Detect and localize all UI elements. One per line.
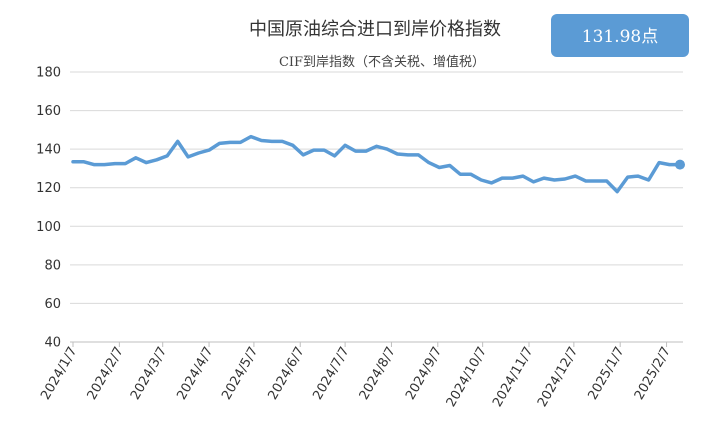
y-tick-label: 100 bbox=[36, 220, 61, 235]
badge-text: 131.98点 bbox=[582, 27, 658, 47]
y-tick-label: 160 bbox=[36, 104, 61, 119]
y-tick-label: 40 bbox=[44, 336, 61, 351]
series-line bbox=[71, 134, 682, 194]
x-axis: 2024/1/7 2024/2/7 2024/3/7 2024/4/7 2024/5/7… bbox=[38, 341, 683, 410]
x-tick-label: 2024/6/7 bbox=[266, 345, 308, 403]
x-tick-label: 2024/9/7 bbox=[403, 345, 445, 403]
y-tick-label: 80 bbox=[44, 258, 61, 273]
x-tick-label: 2024/1/7 bbox=[38, 345, 80, 403]
y-tick-label: 140 bbox=[36, 143, 61, 158]
x-tick-label: 2024/8/7 bbox=[357, 345, 399, 403]
badge-background bbox=[551, 14, 689, 57]
series-layer bbox=[71, 134, 685, 194]
y-tick-label: 60 bbox=[44, 297, 61, 312]
x-tick-label: 2024/11/7 bbox=[490, 345, 536, 410]
x-tick-label: 2024/3/7 bbox=[128, 345, 170, 403]
last-data-point bbox=[675, 159, 685, 170]
y-axis-ticks: 40 60 80 100 120 140 160 180 bbox=[36, 66, 61, 351]
x-tick-label: 2025/2/7 bbox=[632, 345, 674, 403]
x-tick-label: 2024/10/7 bbox=[444, 345, 490, 410]
x-tick-label: 2024/2/7 bbox=[85, 345, 127, 403]
grid-lines bbox=[70, 71, 683, 343]
y-tick-label: 180 bbox=[36, 66, 61, 81]
y-tick-label: 120 bbox=[36, 181, 61, 196]
chart-subtitle: CIF到岸指数（不含关税、增值税） bbox=[279, 54, 485, 70]
x-tick-label: 2025/1/7 bbox=[585, 345, 627, 403]
x-tick-label: 2024/12/7 bbox=[535, 345, 581, 410]
value-badge: 131.98点 bbox=[551, 14, 689, 57]
x-tick-label: 2024/7/7 bbox=[310, 345, 352, 403]
x-tick-label: 2024/5/7 bbox=[219, 345, 261, 403]
chart-title: 中国原油综合进口到岸价格指数 bbox=[249, 19, 501, 40]
x-tick-label: 2024/4/7 bbox=[174, 345, 216, 403]
